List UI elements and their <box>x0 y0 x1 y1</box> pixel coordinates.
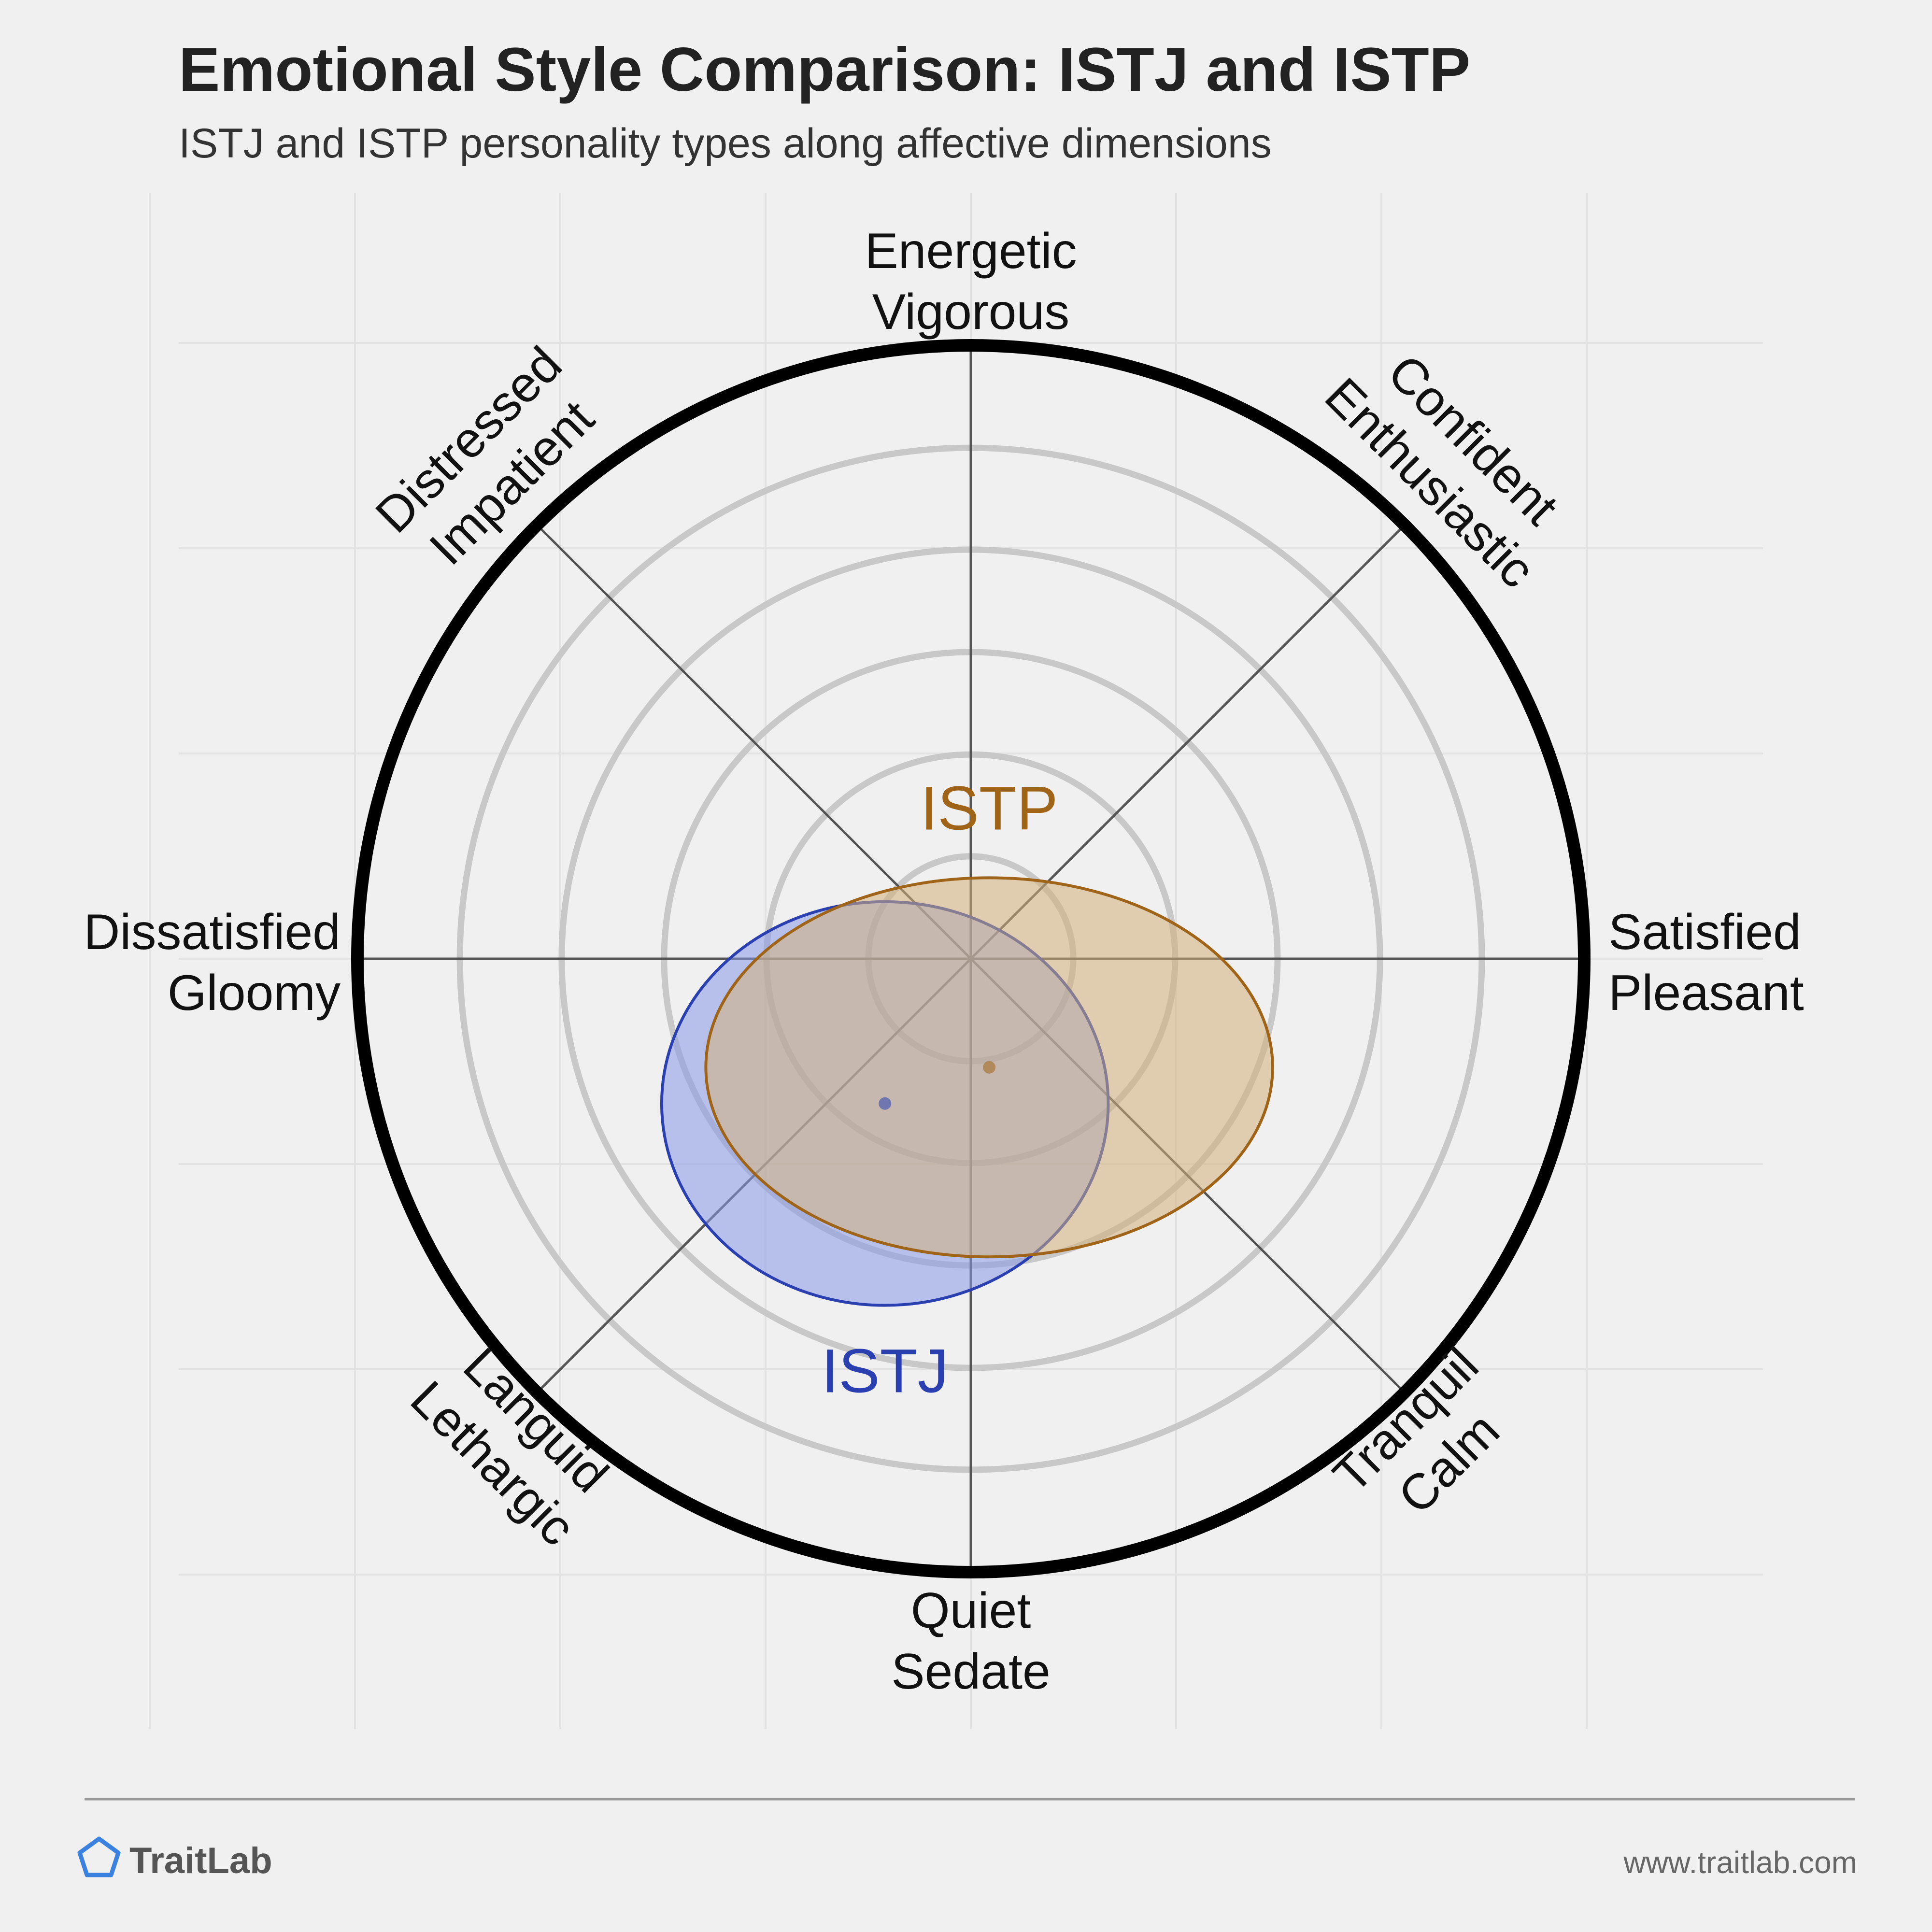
chart-subtitle: ISTJ and ISTP personality types along af… <box>179 120 1272 167</box>
label-satisfied-pleasant: Satisfied Pleasant <box>1608 904 1804 1021</box>
label-energetic-vigorous: Energetic Vigorous <box>865 223 1077 340</box>
istj-center-point <box>879 1097 892 1110</box>
istp-center-point <box>983 1061 996 1074</box>
istp-label: ISTP <box>921 774 1058 843</box>
pentagon-logo-icon <box>77 1836 121 1877</box>
outer-circle <box>351 339 1591 1578</box>
series-layer: ISTJ ISTP <box>660 774 1274 1406</box>
footer-url: www.traitlab.com <box>1623 1845 1857 1880</box>
label-dissatisfied-gloomy: Dissatisfied Gloomy <box>84 904 341 1021</box>
chart-title: Emotional Style Comparison: ISTJ and IST… <box>179 35 1470 104</box>
outer-ring <box>351 339 1591 1578</box>
label-quiet-sedate: Quiet Sedate <box>891 1583 1051 1700</box>
istj-label: ISTJ <box>822 1337 949 1406</box>
footer-brand: TraitLab <box>129 1840 272 1881</box>
